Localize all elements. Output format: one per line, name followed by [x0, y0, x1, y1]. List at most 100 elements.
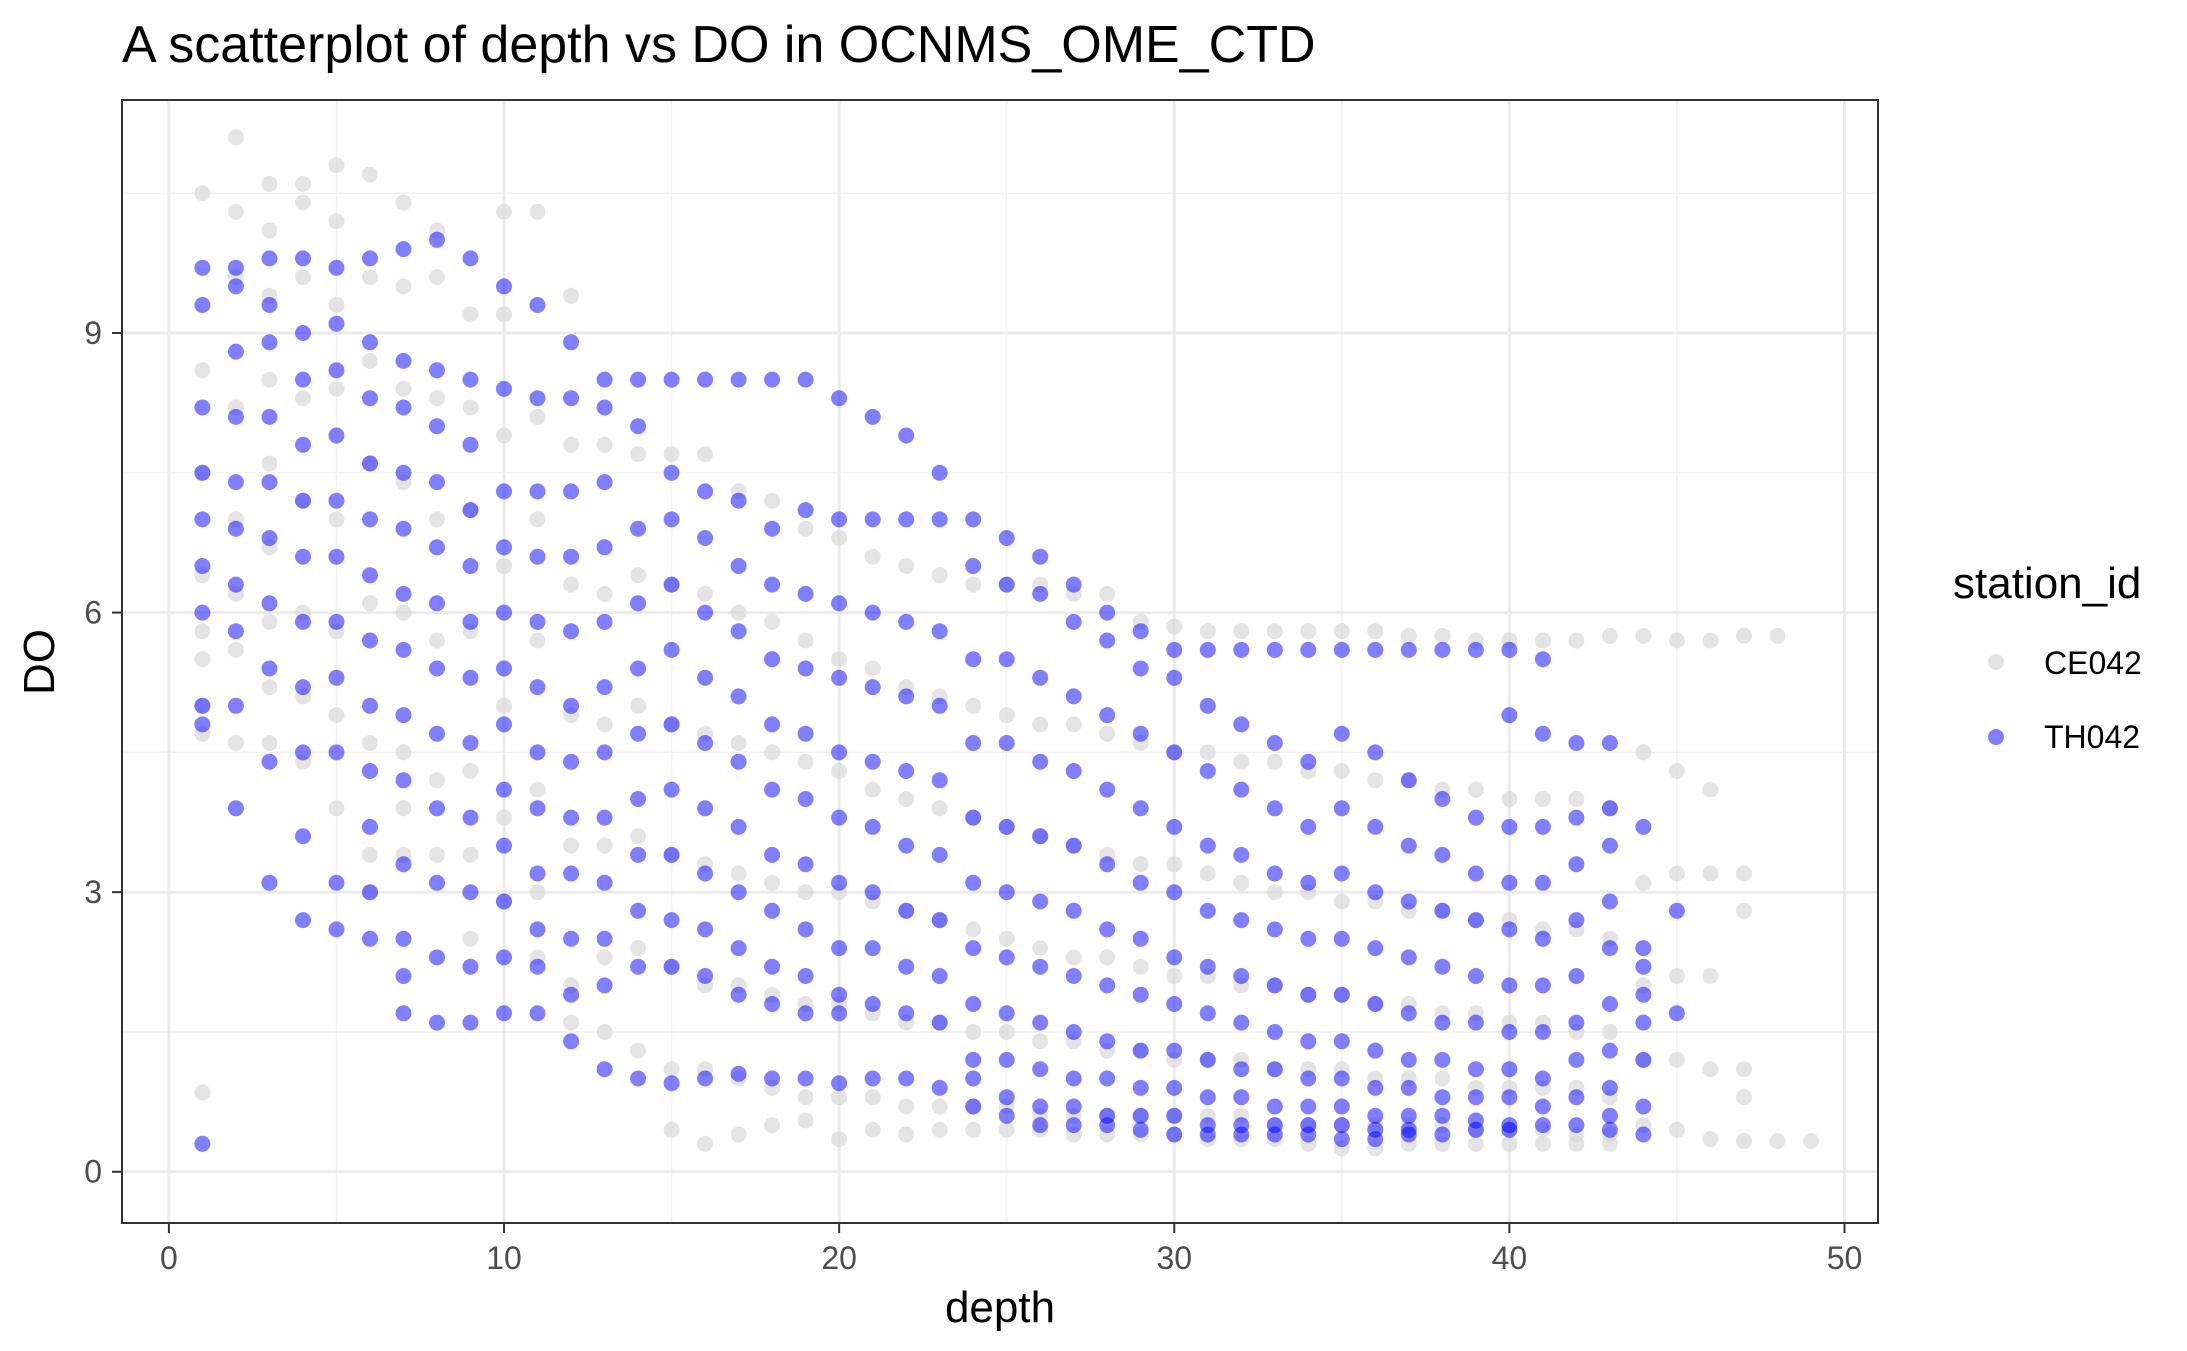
th042-point: [1166, 669, 1183, 686]
th042-point: [998, 651, 1015, 668]
th042-point: [1065, 837, 1082, 854]
ce042-point: [1702, 968, 1719, 984]
th042-point: [395, 241, 412, 258]
th042-point: [1199, 1051, 1216, 1068]
ce042-point: [395, 800, 412, 817]
th042-point: [328, 259, 345, 276]
th042-point: [965, 874, 982, 891]
th042-point: [462, 735, 479, 751]
th042-point: [1400, 772, 1417, 789]
ce042-point: [1233, 623, 1250, 640]
th042-point: [764, 996, 781, 1012]
th042-point: [563, 809, 580, 826]
ce042-point: [998, 707, 1015, 724]
th042-point: [429, 474, 445, 491]
th042-point: [1434, 1107, 1451, 1124]
th042-point: [998, 818, 1015, 835]
ce042-point: [831, 1089, 848, 1106]
th042-point: [630, 1070, 647, 1087]
ce042-point: [1099, 725, 1116, 742]
th042-point: [1367, 1042, 1384, 1059]
th042-point: [1333, 1098, 1350, 1115]
ce042-point: [663, 446, 680, 463]
th042-point: [797, 1070, 814, 1087]
th042-point: [831, 809, 848, 826]
ce042-point: [429, 846, 445, 863]
th042-point: [596, 874, 613, 891]
series-th042-points: [194, 231, 1685, 1152]
th042-point: [1635, 818, 1652, 835]
ce042-point: [931, 800, 948, 817]
th042-point: [1333, 1033, 1350, 1050]
th042-point: [1601, 735, 1618, 751]
th042-point: [1400, 1107, 1417, 1124]
ce042-point: [362, 269, 378, 286]
th042-point: [496, 539, 512, 556]
th042-point: [529, 613, 546, 630]
th042-point: [663, 641, 680, 658]
th042-point: [429, 725, 445, 742]
th042-point: [1534, 1070, 1551, 1087]
ce042-point: [931, 1121, 948, 1138]
ce042-point: [1534, 791, 1551, 807]
th042-point: [1233, 1089, 1250, 1106]
th042-point: [395, 464, 412, 481]
th042-point: [1367, 996, 1384, 1012]
ce042-point: [630, 567, 647, 584]
th042-point: [429, 539, 445, 556]
th042-point: [1568, 809, 1585, 826]
ce042-point: [1601, 627, 1618, 644]
th042-point: [563, 334, 580, 351]
th042-point: [362, 884, 378, 901]
th042-point: [1166, 744, 1183, 761]
ce042-point: [998, 1024, 1015, 1040]
th042-point: [1635, 1051, 1652, 1068]
ce042-point: [998, 1121, 1015, 1138]
th042-point: [295, 492, 311, 509]
ce042-point: [1568, 1135, 1585, 1152]
ce042-point: [831, 1131, 848, 1148]
th042-point: [1300, 986, 1317, 1003]
th042-point: [227, 259, 244, 276]
th042-point: [1367, 1131, 1384, 1148]
th042-point: [998, 949, 1015, 966]
ce042-point: [831, 651, 848, 668]
th042-point: [596, 399, 613, 416]
th042-point: [864, 818, 881, 835]
ce042-point: [227, 735, 244, 751]
y-tick-label: 9: [84, 315, 102, 351]
ce042-point: [797, 520, 814, 537]
th042-point: [529, 921, 546, 938]
th042-point: [1601, 800, 1618, 817]
ce042-point: [1233, 753, 1250, 770]
ce042-point: [965, 1024, 982, 1040]
th042-point: [1333, 1070, 1350, 1087]
th042-point: [1065, 576, 1082, 593]
th042-point: [1065, 613, 1082, 630]
th042-point: [1534, 1098, 1551, 1115]
th042-point: [831, 744, 848, 761]
th042-point: [1601, 940, 1618, 957]
th042-point: [1333, 930, 1350, 947]
th042-point: [1099, 604, 1116, 621]
th042-point: [864, 940, 881, 957]
th042-point: [1434, 641, 1451, 658]
ce042-point: [563, 436, 580, 453]
th042-point: [1434, 958, 1451, 975]
th042-point: [1199, 958, 1216, 975]
th042-point: [931, 772, 948, 789]
th042-point: [965, 1051, 982, 1068]
th042-point: [1266, 735, 1283, 751]
th042-point: [1434, 791, 1451, 807]
legend: station_id CE042 TH042: [1953, 559, 2142, 755]
th042-point: [227, 408, 244, 425]
th042-point: [1534, 930, 1551, 947]
ce042-point: [630, 940, 647, 957]
ce042-point: [261, 613, 278, 630]
th042-point: [496, 837, 512, 854]
th042-point: [1032, 893, 1049, 910]
th042-point: [1266, 1126, 1283, 1143]
th042-point: [1065, 688, 1082, 705]
th042-point: [194, 1135, 211, 1152]
th042-point: [1300, 641, 1317, 658]
